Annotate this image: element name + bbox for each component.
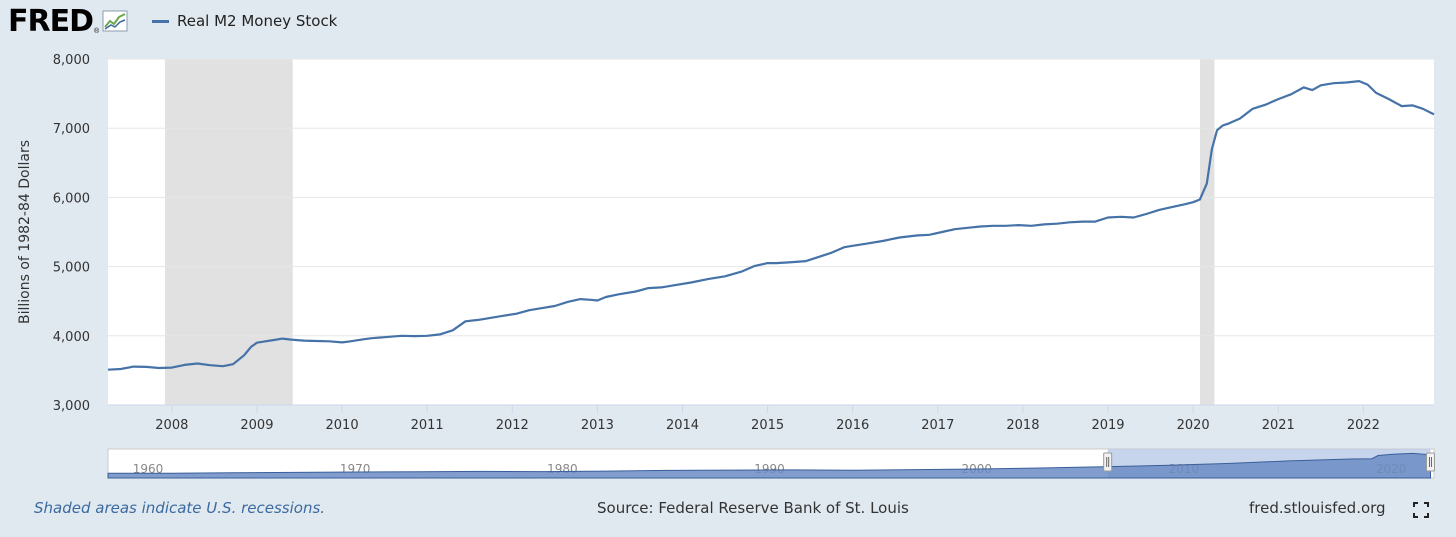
legend-swatch bbox=[152, 19, 169, 23]
y-tick-label: 4,000 bbox=[53, 330, 90, 345]
x-tick-label: 2015 bbox=[751, 418, 784, 433]
navigator-handle-left[interactable] bbox=[1103, 452, 1113, 472]
x-tick-label: 2013 bbox=[581, 418, 614, 433]
x-tick-label: 2018 bbox=[1006, 418, 1039, 433]
fullscreen-icon[interactable] bbox=[1413, 502, 1429, 518]
x-tick-label: 2019 bbox=[1091, 418, 1124, 433]
y-axis-title: Billions of 1982-84 Dollars bbox=[17, 140, 33, 324]
x-tick-label: 2011 bbox=[411, 418, 444, 433]
x-tick-label: 2008 bbox=[155, 418, 188, 433]
y-tick-label: 5,000 bbox=[53, 261, 90, 276]
chart-legend[interactable]: Real M2 Money Stock bbox=[152, 12, 337, 30]
logo-text: FRED bbox=[8, 4, 94, 39]
recession-band-0 bbox=[165, 59, 293, 405]
legend-label: Real M2 Money Stock bbox=[177, 12, 338, 30]
recession-shading-group bbox=[165, 59, 1215, 405]
x-tick-label: 2021 bbox=[1262, 418, 1295, 433]
navigator-handle-right[interactable] bbox=[1425, 452, 1435, 472]
recession-band-1 bbox=[1199, 59, 1215, 405]
x-tick-label: 2009 bbox=[240, 418, 273, 433]
y-tick-label: 8,000 bbox=[53, 53, 90, 68]
x-tick-label: 2014 bbox=[666, 418, 699, 433]
recession-note: Shaded areas indicate U.S. recessions. bbox=[34, 499, 326, 517]
x-tick-label: 2012 bbox=[496, 418, 529, 433]
x-tick-label: 2010 bbox=[326, 418, 359, 433]
gridlines bbox=[108, 58, 1434, 337]
x-axis-ticks: 2008 2009 2010 2011 2012 2013 2014 2015 2016 2017… bbox=[155, 405, 1380, 433]
y-axis-ticks: 3,000 4,000 5,000 6,000 7,000 8,000 bbox=[53, 53, 90, 414]
y-tick-label: 7,000 bbox=[53, 122, 90, 137]
x-tick-label: 2017 bbox=[921, 418, 954, 433]
series-group bbox=[107, 79, 1435, 371]
x-tick-label: 2016 bbox=[836, 418, 869, 433]
navigator[interactable]: 1960197019801990200020102020 bbox=[107, 448, 1435, 479]
navigator-series-area bbox=[107, 452, 1431, 479]
logo-registered-mark: ® bbox=[94, 28, 100, 35]
y-tick-label: 6,000 bbox=[53, 191, 90, 206]
plot-area bbox=[108, 59, 1434, 405]
chart-trend-icon bbox=[102, 10, 128, 32]
series-line-0[interactable] bbox=[107, 79, 1435, 371]
source-text: Source: Federal Reserve Bank of St. Loui… bbox=[597, 499, 909, 517]
site-link[interactable]: fred.stlouisfed.org bbox=[1249, 499, 1386, 517]
y-tick-label: 3,000 bbox=[53, 399, 90, 414]
navigator-label: 1960 bbox=[133, 462, 164, 476]
x-tick-label: 2022 bbox=[1347, 418, 1380, 433]
x-tick-label: 2020 bbox=[1177, 418, 1210, 433]
fred-logo[interactable]: FRED ® bbox=[8, 6, 128, 38]
